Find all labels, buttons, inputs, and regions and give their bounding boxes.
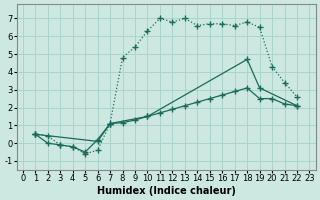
X-axis label: Humidex (Indice chaleur): Humidex (Indice chaleur): [97, 186, 236, 196]
